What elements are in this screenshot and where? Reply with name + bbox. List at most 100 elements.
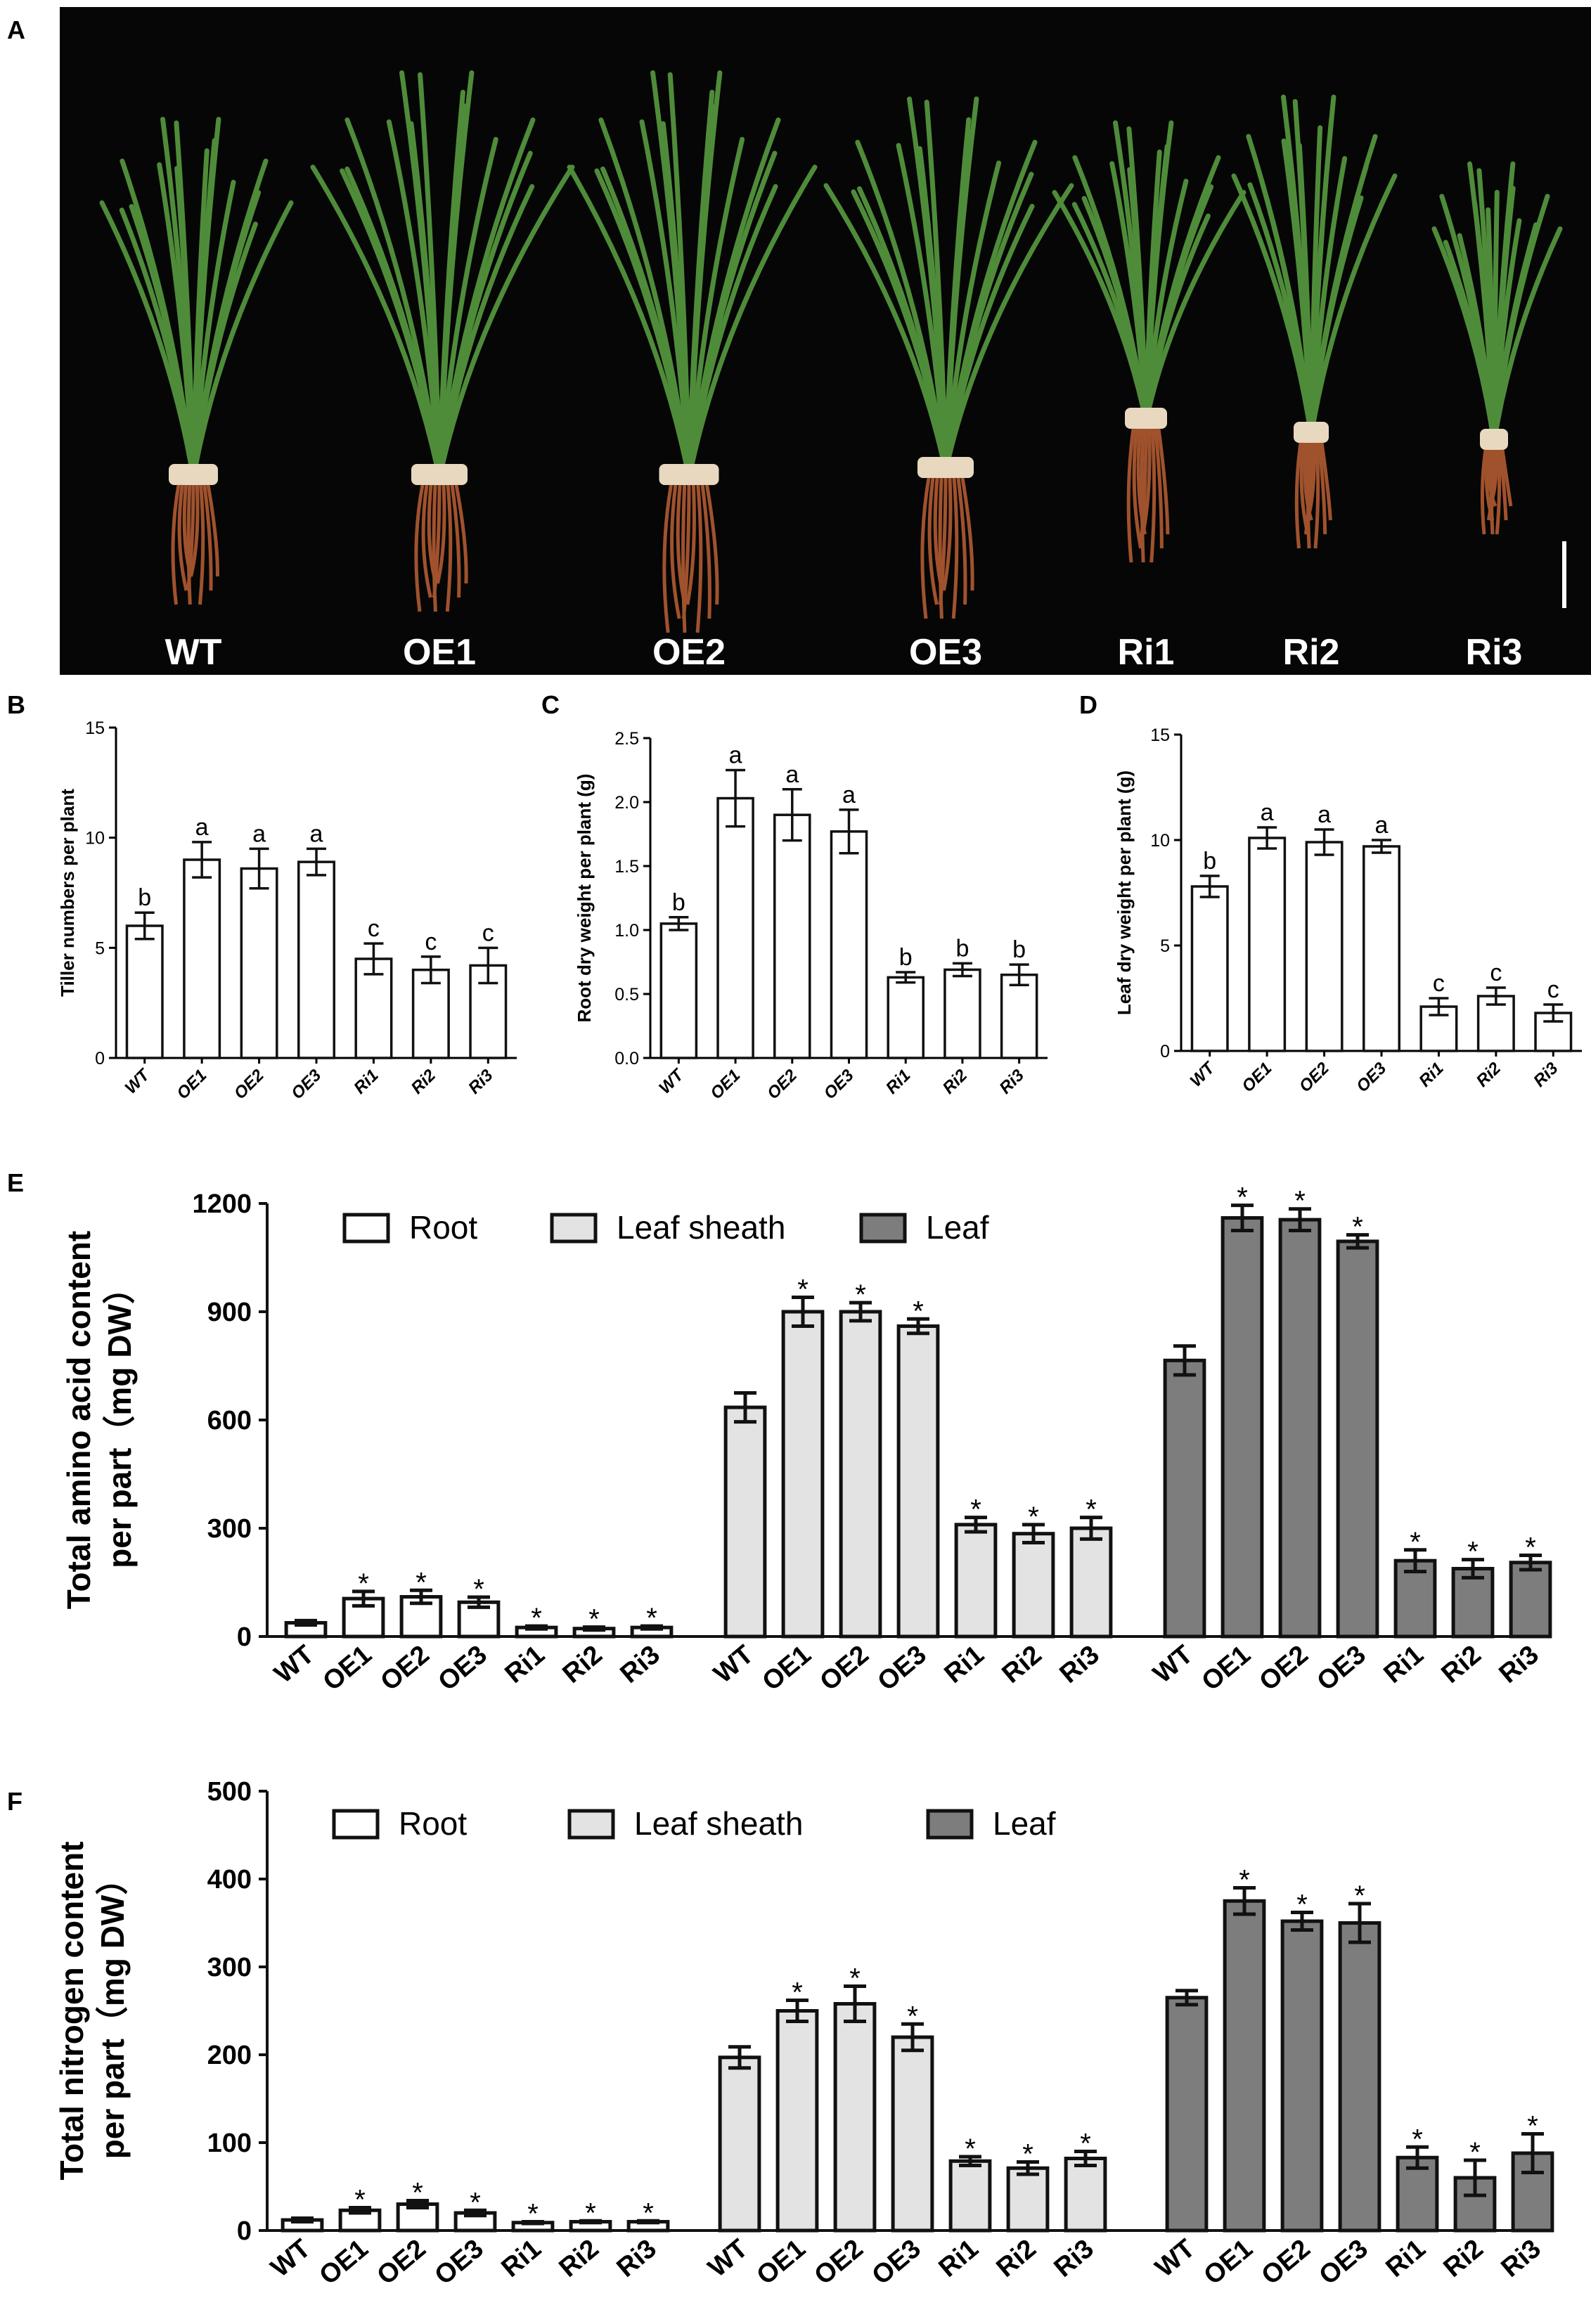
bar-Ri2: [411, 968, 450, 1059]
significance-star: *: [849, 1963, 861, 1994]
significance-star: *: [1237, 1182, 1248, 1213]
significance-star: *: [1467, 1537, 1479, 1568]
plant-root: [1140, 428, 1145, 563]
significance-star: *: [797, 1274, 809, 1305]
y-tick-label: 1.5: [614, 857, 639, 877]
significance-letter: b: [138, 884, 151, 911]
plant-root: [927, 477, 939, 605]
x-tick-label: WT: [266, 2234, 316, 2283]
plant-0: [99, 117, 294, 605]
plant-root: [450, 484, 461, 598]
plant-stem-base: [659, 464, 719, 485]
plant-leaf: [1072, 155, 1149, 425]
x-tick-label: Ri1: [939, 1640, 989, 1689]
x-tick-label: OE3: [867, 2234, 927, 2291]
y-tick-label: 400: [207, 1865, 252, 1894]
bar-OE3: [297, 860, 335, 1059]
significance-letter: a: [1318, 801, 1331, 828]
plants-group: [99, 70, 1563, 633]
plant-root: [685, 484, 696, 605]
significance-letter: c: [425, 929, 437, 955]
plant-leaf: [174, 120, 196, 481]
y-tick-label: 300: [207, 1953, 252, 1982]
bar-leaf-OE1: [1220, 1216, 1264, 1639]
significance-star: *: [588, 1604, 600, 1635]
y-tick-label: 300: [207, 1514, 252, 1544]
x-tick-label: Ri3: [1054, 1640, 1104, 1689]
significance-letter: a: [252, 820, 266, 847]
bar-leaf-sheath-OE1: [775, 2009, 819, 2233]
y-tick-label: 900: [207, 1298, 252, 1327]
plant-root: [1138, 428, 1148, 549]
x-tick-label: WT: [709, 1640, 759, 1689]
y-tick-label: 5: [95, 938, 105, 958]
x-tick-label: OE2: [372, 2234, 432, 2291]
y-tick-label: 0.5: [614, 985, 639, 1005]
plant-root: [445, 484, 453, 612]
plant-leaf: [344, 117, 442, 481]
significance-letter: c: [1547, 976, 1559, 1003]
photo-background: [60, 7, 1591, 675]
bar-leaf-sheath-Ri3: [1064, 2157, 1107, 2233]
x-tick-label: OE1: [318, 1640, 378, 1697]
plant-photo: WT OE1 OE2 OE3 Ri1 Ri2 Ri3: [60, 7, 1591, 675]
bar-leaf-sheath-OE1: [781, 1310, 825, 1639]
plant-stem-base: [1125, 408, 1167, 429]
plant-leaf: [120, 158, 196, 481]
y-tick-label: 15: [1150, 725, 1170, 745]
significance-letter: b: [1203, 848, 1216, 874]
panel-label-b: B: [7, 690, 25, 719]
x-tick-label: Ri3: [1495, 2234, 1546, 2283]
bar-leaf-OE2: [1280, 1919, 1324, 2233]
y-tick-label: 0.0: [614, 1049, 639, 1069]
plant-root: [941, 477, 953, 591]
x-tick-label: OE1: [1199, 2234, 1258, 2291]
x-tick-label: Ri3: [1048, 2234, 1099, 2283]
plant-root: [1486, 449, 1496, 521]
plant-root: [1320, 442, 1332, 521]
plant-root: [681, 484, 691, 619]
plant-stem-base: [411, 464, 468, 485]
legend-label-leaf-sheath: Leaf sheath: [634, 1805, 803, 1842]
y-tick-label: 1.0: [614, 921, 639, 941]
plant-root: [1480, 449, 1488, 535]
panel-label-e: E: [7, 1168, 24, 1197]
bar-leaf-Ri1: [1393, 1558, 1437, 1639]
significance-star: *: [646, 1603, 657, 1634]
plant-leaf: [437, 103, 468, 481]
plant-leaf: [924, 99, 948, 474]
x-tick-label: Ri2: [408, 1066, 440, 1098]
significance-star: *: [913, 1296, 924, 1326]
y-axis-label: Tiller numbers per plant: [57, 789, 78, 997]
x-tick-label: Ri2: [1436, 1640, 1486, 1689]
panel-label-c: C: [541, 690, 560, 719]
x-tick-label: Ri2: [996, 1640, 1047, 1689]
significance-letter: a: [842, 782, 856, 808]
y-axis-label-line-1: Total amino acid content: [60, 1231, 97, 1609]
x-tick-label: WT: [1148, 1640, 1199, 1689]
plant-root: [189, 484, 200, 577]
significance-star: *: [527, 2199, 539, 2230]
y-axis-label: Root dry weight per plant (g): [574, 774, 595, 1023]
significance-star: *: [470, 2187, 481, 2218]
bar-leaf-sheath-OE3: [891, 2035, 934, 2233]
significance-star: *: [855, 1279, 866, 1310]
significance-letter: b: [672, 889, 685, 916]
plant-root: [1149, 428, 1157, 563]
significance-star: *: [1352, 1212, 1363, 1243]
significance-star: *: [358, 1568, 369, 1599]
plant-root: [1498, 449, 1508, 521]
plant-root: [1154, 428, 1164, 549]
plant-root: [920, 477, 931, 619]
y-tick-label: 2.5: [614, 729, 639, 749]
y-tick-label: 2.0: [614, 793, 639, 813]
x-tick-label: OE3: [872, 1640, 932, 1697]
x-tick-label: OE3: [288, 1066, 326, 1104]
plant-leaf: [855, 139, 948, 474]
plant-root: [206, 484, 219, 577]
x-tick-label: OE1: [1238, 1059, 1275, 1096]
x-tick-label: OE1: [314, 2234, 374, 2291]
bar-WT: [125, 924, 164, 1059]
x-tick-label: OE2: [1256, 2234, 1316, 2291]
